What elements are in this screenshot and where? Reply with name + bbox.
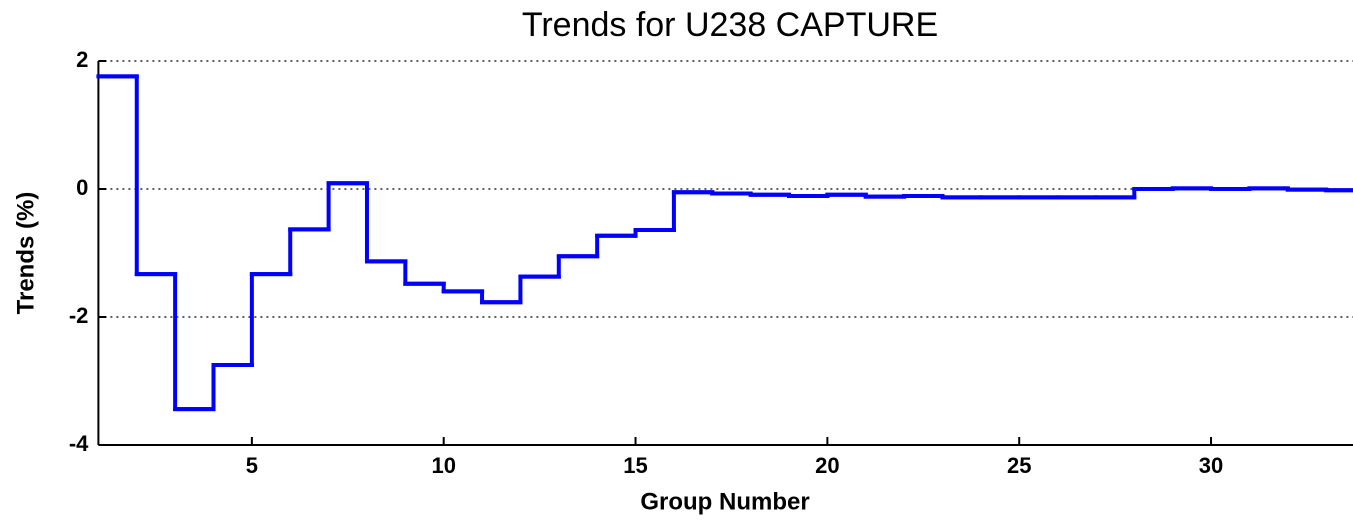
- y-axis-label: Trends (%): [12, 192, 39, 315]
- x-tick-label: 5: [246, 453, 258, 478]
- y-tick-label: 2: [76, 47, 88, 72]
- x-tick-label: 25: [1007, 453, 1031, 478]
- chart-title: Trends for U238 CAPTURE: [522, 6, 938, 44]
- x-tick-label: 30: [1199, 453, 1223, 478]
- x-tick-label: 20: [815, 453, 839, 478]
- x-tick-label: 10: [431, 453, 455, 478]
- y-tick-label: -2: [69, 303, 89, 328]
- x-axis-label: Group Number: [640, 488, 809, 515]
- y-tick-label: 0: [76, 175, 88, 200]
- stairs-connector: [98, 74, 1353, 412]
- x-tick-label: 15: [623, 453, 647, 478]
- y-tick-label: -4: [69, 431, 89, 456]
